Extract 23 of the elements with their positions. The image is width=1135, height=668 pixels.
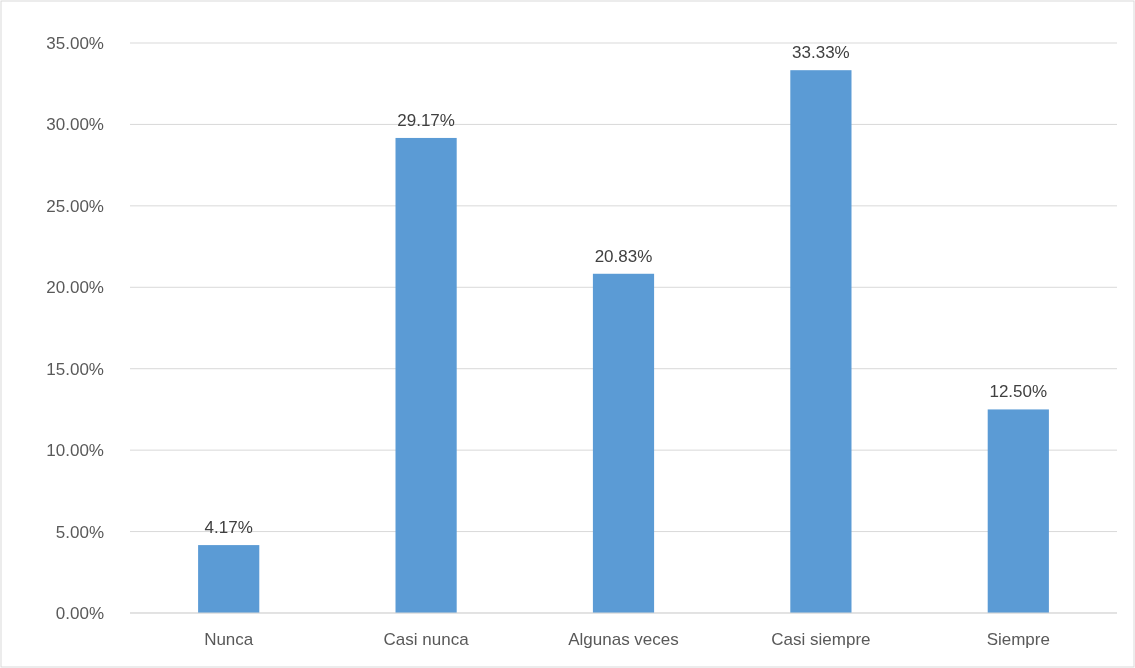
bar	[987, 409, 1049, 613]
y-tick-label: 35.00%	[46, 33, 104, 53]
data-label: 33.33%	[792, 43, 850, 63]
y-tick-label: 20.00%	[46, 278, 104, 298]
data-label: 12.50%	[989, 382, 1048, 402]
x-tick-label: Siempre	[986, 630, 1050, 649]
y-tick-label: 5.00%	[55, 522, 104, 542]
x-tick-label: Nunca	[204, 630, 254, 649]
y-tick-label: 15.00%	[46, 359, 104, 379]
bar	[592, 273, 655, 613]
y-tick-label: 0.00%	[55, 603, 104, 623]
y-tick-label: 30.00%	[46, 115, 104, 135]
y-tick-label: 10.00%	[46, 441, 104, 461]
data-label: 20.83%	[594, 246, 653, 266]
data-label: 29.17%	[397, 110, 455, 130]
x-tick-label: Casi nunca	[383, 630, 470, 649]
x-tick-label: Casi siempre	[771, 630, 871, 649]
data-label: 4.17%	[204, 518, 253, 538]
y-tick-label: 25.00%	[46, 196, 104, 216]
bar	[395, 137, 457, 613]
bar	[198, 545, 260, 613]
x-tick-label: Algunas veces	[568, 630, 679, 649]
bar	[790, 70, 852, 613]
